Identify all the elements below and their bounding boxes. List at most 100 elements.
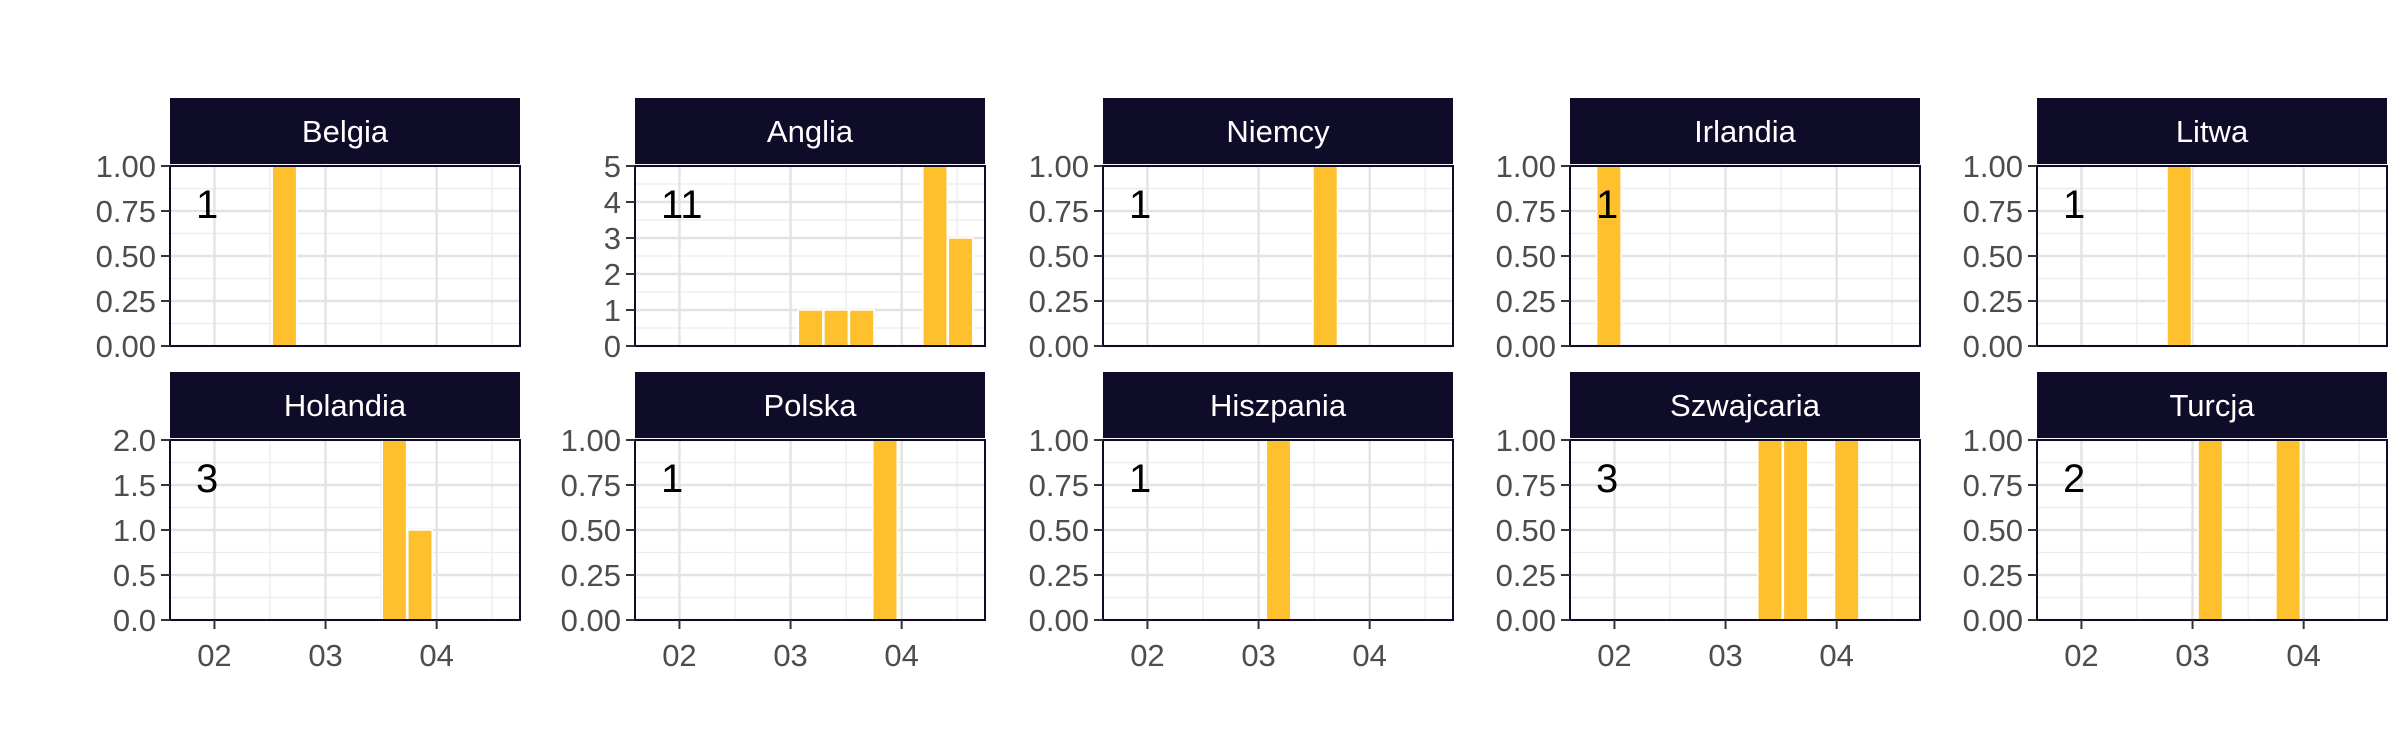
y-tick-label: 0.50: [561, 513, 621, 548]
strip-szwajcaria: [1570, 372, 1920, 438]
bar-holandia: [381, 439, 408, 621]
x-tick-label: 04: [1352, 638, 1386, 673]
bar-anglia: [947, 237, 974, 347]
strip-label-belgia: Belgia: [302, 114, 389, 149]
strip-label-turcja: Turcja: [2170, 388, 2256, 423]
x-tick-label: 04: [1819, 638, 1853, 673]
x-tick-label: 02: [1130, 638, 1164, 673]
y-tick-label: 1.00: [561, 423, 621, 458]
strip-label-hiszpania: Hiszpania: [1210, 388, 1347, 423]
strip-label-holandia: Holandia: [284, 388, 407, 423]
y-tick-label: 0.50: [1496, 239, 1556, 274]
strip-polska: [635, 372, 985, 438]
y-tick-label: 0.50: [1496, 513, 1556, 548]
bar-szwajcaria: [1833, 439, 1860, 621]
y-tick-label: 1.5: [113, 468, 156, 503]
y-tick-label: 4: [604, 185, 621, 220]
y-tick-label: 1.00: [1963, 423, 2023, 458]
y-tick-label: 0.0: [113, 603, 156, 638]
y-tick-label: 5: [604, 149, 621, 184]
strip-holandia: [170, 372, 520, 438]
x-tick-label: 02: [197, 638, 231, 673]
y-tick-label: 0.75: [561, 468, 621, 503]
y-tick-label: 0.50: [1029, 239, 1089, 274]
panel-border-anglia: [634, 165, 986, 347]
bar-niemcy: [1312, 165, 1339, 347]
count-label-anglia: 11: [661, 183, 703, 227]
bar-anglia: [823, 309, 850, 347]
x-tick-label: 03: [2175, 638, 2209, 673]
y-tick-label: 3: [604, 221, 621, 256]
x-tick-label: 02: [662, 638, 696, 673]
bar-anglia: [922, 165, 948, 347]
y-tick-label: 0.75: [96, 194, 156, 229]
bar-szwajcaria: [1757, 439, 1783, 621]
y-tick-label: 0.25: [1496, 558, 1556, 593]
y-tick-label: 0.50: [1029, 513, 1089, 548]
bar-belgia: [271, 165, 298, 347]
y-tick-label: 0.25: [1029, 284, 1089, 319]
count-label-polska: 1: [661, 457, 683, 501]
y-tick-label: 2: [604, 257, 621, 292]
bar-turcja: [2197, 439, 2224, 621]
x-tick-label: 03: [1708, 638, 1742, 673]
y-tick-label: 0.25: [1963, 284, 2023, 319]
count-label-litwa: 1: [2063, 183, 2085, 227]
strip-label-szwajcaria: Szwajcaria: [1670, 388, 1821, 423]
y-tick-label: 1: [604, 293, 621, 328]
strip-label-polska: Polska: [763, 388, 857, 423]
y-tick-label: 0.25: [1029, 558, 1089, 593]
strip-label-anglia: Anglia: [767, 114, 854, 149]
strip-anglia: [635, 98, 985, 164]
y-tick-label: 0.00: [1029, 603, 1089, 638]
y-tick-label: 0.00: [1029, 329, 1089, 364]
y-tick-label: 0.75: [1029, 194, 1089, 229]
y-tick-label: 0.50: [1963, 513, 2023, 548]
y-tick-label: 0: [604, 329, 621, 364]
x-tick-label: 02: [2064, 638, 2098, 673]
strip-belgia: [170, 98, 520, 164]
y-tick-label: 0.00: [96, 329, 156, 364]
count-label-hiszpania: 1: [1129, 457, 1151, 501]
y-tick-label: 1.00: [96, 149, 156, 184]
bar-holandia: [407, 529, 433, 621]
bar-anglia: [848, 309, 875, 347]
y-tick-label: 0.25: [96, 284, 156, 319]
y-tick-label: 0.50: [96, 239, 156, 274]
strip-irlandia: [1570, 98, 1920, 164]
y-tick-label: 1.00: [1496, 149, 1556, 184]
x-tick-label: 04: [884, 638, 918, 673]
bar-litwa: [2166, 165, 2193, 347]
y-tick-label: 0.25: [1963, 558, 2023, 593]
y-tick-label: 0.25: [561, 558, 621, 593]
y-tick-label: 1.00: [1496, 423, 1556, 458]
y-tick-label: 1.00: [1029, 423, 1089, 458]
strip-niemcy: [1103, 98, 1453, 164]
x-tick-label: 02: [1597, 638, 1631, 673]
x-tick-label: 04: [419, 638, 453, 673]
strip-label-niemcy: Niemcy: [1226, 114, 1330, 149]
y-tick-label: 0.75: [1963, 194, 2023, 229]
y-tick-label: 0.75: [1496, 468, 1556, 503]
strip-turcja: [2037, 372, 2387, 438]
y-tick-label: 0.5: [113, 558, 156, 593]
y-tick-label: 2.0: [113, 423, 156, 458]
strip-hiszpania: [1103, 372, 1453, 438]
bar-polska: [872, 439, 898, 621]
bar-hiszpania: [1265, 439, 1292, 621]
strip-label-litwa: Litwa: [2176, 114, 2249, 149]
y-tick-label: 0.25: [1496, 284, 1556, 319]
bar-anglia: [797, 309, 824, 347]
strip-label-irlandia: Irlandia: [1694, 114, 1796, 149]
y-tick-label: 1.00: [1029, 149, 1089, 184]
x-tick-label: 03: [1241, 638, 1275, 673]
bar-szwajcaria: [1782, 439, 1809, 621]
y-tick-label: 0.75: [1029, 468, 1089, 503]
y-tick-label: 1.00: [1963, 149, 2023, 184]
y-tick-label: 0.00: [1963, 329, 2023, 364]
strip-litwa: [2037, 98, 2387, 164]
x-tick-label: 03: [773, 638, 807, 673]
x-tick-label: 03: [308, 638, 342, 673]
count-label-niemcy: 1: [1129, 183, 1151, 227]
count-label-szwajcaria: 3: [1596, 457, 1618, 501]
